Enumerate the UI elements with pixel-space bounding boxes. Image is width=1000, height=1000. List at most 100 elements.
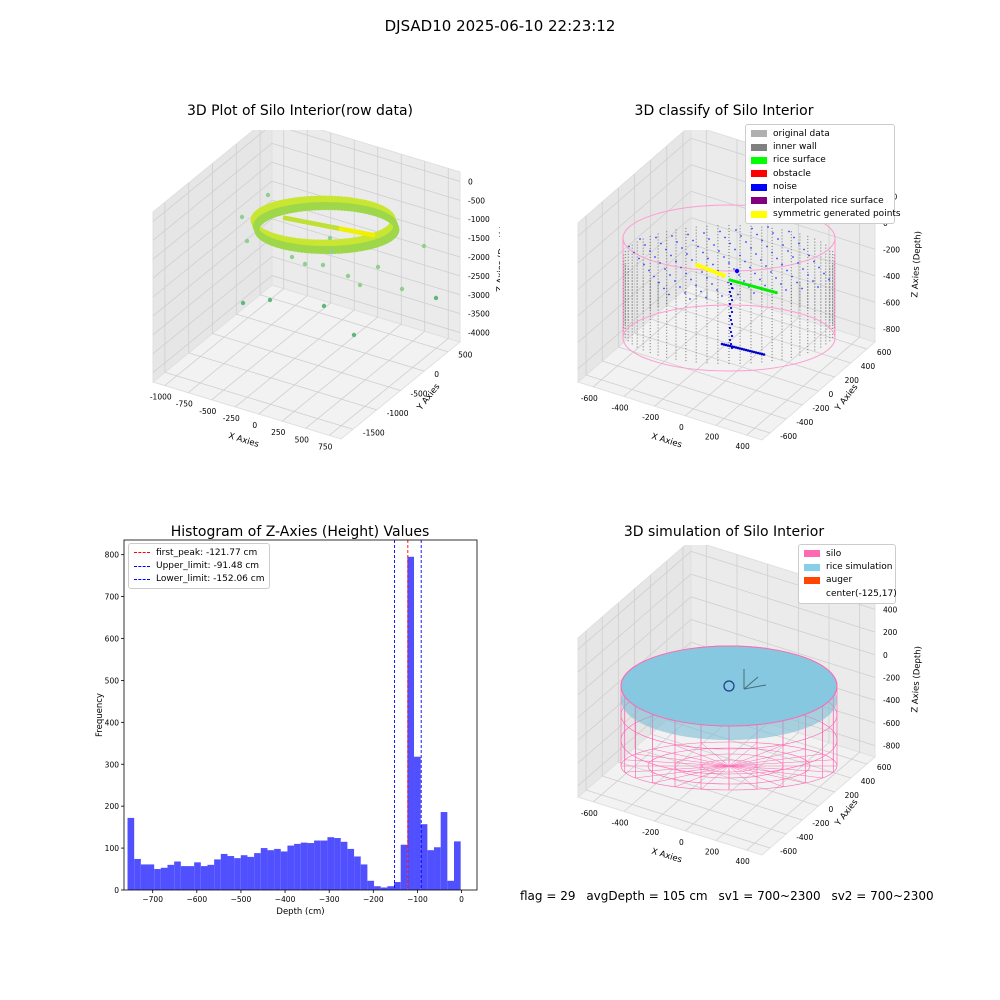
noise-point — [781, 263, 783, 266]
noise-point — [807, 274, 809, 276]
noise-point — [668, 293, 670, 296]
noise-point — [728, 314, 732, 318]
classify-legend-swatch — [751, 156, 767, 164]
histogram-bar — [300, 842, 308, 890]
classify-3d-plot: -600-400-20002004006004002000-200-400-60… — [576, 130, 924, 451]
noise-point — [727, 281, 729, 284]
histogram-bar — [387, 886, 395, 890]
sv1-text: sv1 = 700~2300 — [718, 889, 821, 903]
raw-outlier-point — [321, 303, 327, 309]
histogram-bar — [447, 880, 455, 890]
noise-point — [728, 326, 732, 330]
histogram-x-tick-label: −200 — [363, 895, 384, 904]
noise-point — [728, 302, 732, 306]
histogram-y-tick-label: 500 — [105, 676, 120, 685]
histogram-y-tick-label: 700 — [105, 593, 120, 602]
noise-point — [752, 350, 756, 354]
noise-point — [735, 229, 737, 231]
histogram-bar — [380, 887, 388, 890]
noise-point — [746, 349, 750, 352]
avg-depth-text: avgDepth = 105 cm — [586, 889, 708, 903]
simulation-y-tick: -400 — [796, 833, 813, 842]
simulation-legend-swatch — [804, 590, 820, 597]
histogram-bar — [294, 843, 301, 890]
noise-point — [729, 330, 733, 334]
noise-point — [760, 352, 764, 356]
noise-point — [733, 268, 735, 270]
noise-point — [792, 256, 794, 258]
histogram-legend-line — [134, 565, 150, 567]
raw-outlier-point — [240, 300, 246, 306]
auger-marker — [723, 680, 735, 692]
noise-point — [756, 233, 758, 236]
simulation-z-tick: -800 — [883, 742, 900, 751]
noise-point — [729, 282, 733, 286]
noise-point — [685, 272, 687, 275]
histogram-legend-entry: first_peak: -121.77 cm — [134, 546, 264, 559]
simulation-z-tick: -400 — [883, 696, 900, 705]
raw-outlier-point — [267, 297, 273, 303]
noise-point — [707, 257, 709, 260]
noise-point — [730, 298, 734, 302]
raw-outlier-point — [239, 214, 245, 220]
simulation-z-tick: 200 — [883, 628, 898, 637]
histogram-bar — [160, 867, 168, 890]
noise-point — [828, 278, 830, 281]
classify-legend-label: inner wall — [773, 142, 817, 153]
classify-legend-label: symmetric generated points — [773, 209, 901, 220]
classify-legend-entry: noise — [751, 181, 889, 194]
silo-floor-ring — [701, 759, 757, 773]
noise-point — [671, 235, 673, 237]
noise-point — [739, 254, 741, 257]
noise-point — [729, 242, 731, 245]
raw-point — [394, 225, 400, 232]
noise-point — [729, 342, 733, 346]
noise-point — [742, 348, 746, 351]
simulation-z-tick: 400 — [883, 605, 898, 614]
histogram-y-tick-label: 400 — [105, 718, 120, 727]
histogram-y-tick-label: 600 — [105, 635, 120, 644]
noise-point — [744, 260, 746, 263]
classify-legend-entry: inner wall — [751, 140, 889, 153]
histogram-bar — [354, 856, 361, 890]
histogram-x-tick-label: −500 — [231, 895, 252, 904]
noise-point — [743, 280, 745, 282]
raw-z-tick: -2000 — [468, 253, 490, 262]
simulation-z-label: Z Axies (Depth) — [910, 646, 923, 713]
raw-x-tick: 500 — [295, 435, 310, 444]
histogram-bar — [220, 853, 228, 890]
silo-floor-ring — [647, 747, 811, 785]
classify-legend-label: noise — [773, 182, 797, 193]
classify-z-tick: -800 — [883, 325, 900, 334]
classify-x-tick: -600 — [581, 394, 598, 403]
histogram-bar — [314, 840, 321, 890]
noise-point — [670, 254, 672, 257]
flag-text: flag = 29 — [520, 889, 576, 903]
noise-point — [648, 269, 650, 272]
noise-point — [791, 275, 793, 278]
noise-point — [729, 318, 733, 322]
histogram-bar — [174, 861, 181, 890]
classify-z-tick: -200 — [883, 245, 900, 254]
noise-point — [740, 235, 742, 237]
histogram-bar — [154, 869, 161, 890]
noise-point — [729, 306, 733, 310]
histogram-bar — [334, 838, 341, 890]
histogram-bar — [347, 848, 355, 890]
noise-point — [718, 250, 720, 252]
histogram-bar — [187, 866, 195, 890]
histogram-bar — [127, 817, 135, 890]
noise-point — [730, 322, 734, 326]
noise-point — [687, 233, 689, 236]
figure-title: DJSAD10 2025-06-10 22:23:12 — [384, 17, 616, 35]
classify-legend-entry: obstacle — [751, 167, 889, 180]
classify-y-tick: -600 — [780, 432, 797, 441]
raw-x-tick: -750 — [176, 400, 193, 409]
noise-point — [754, 351, 758, 354]
noise-point — [684, 292, 686, 294]
raw-x-label: X Axies — [227, 431, 260, 450]
histogram-bar — [434, 847, 441, 890]
simulation-y-tick: -600 — [780, 847, 797, 856]
simulation-y-tick: 600 — [877, 763, 892, 772]
noise-point — [730, 310, 734, 314]
